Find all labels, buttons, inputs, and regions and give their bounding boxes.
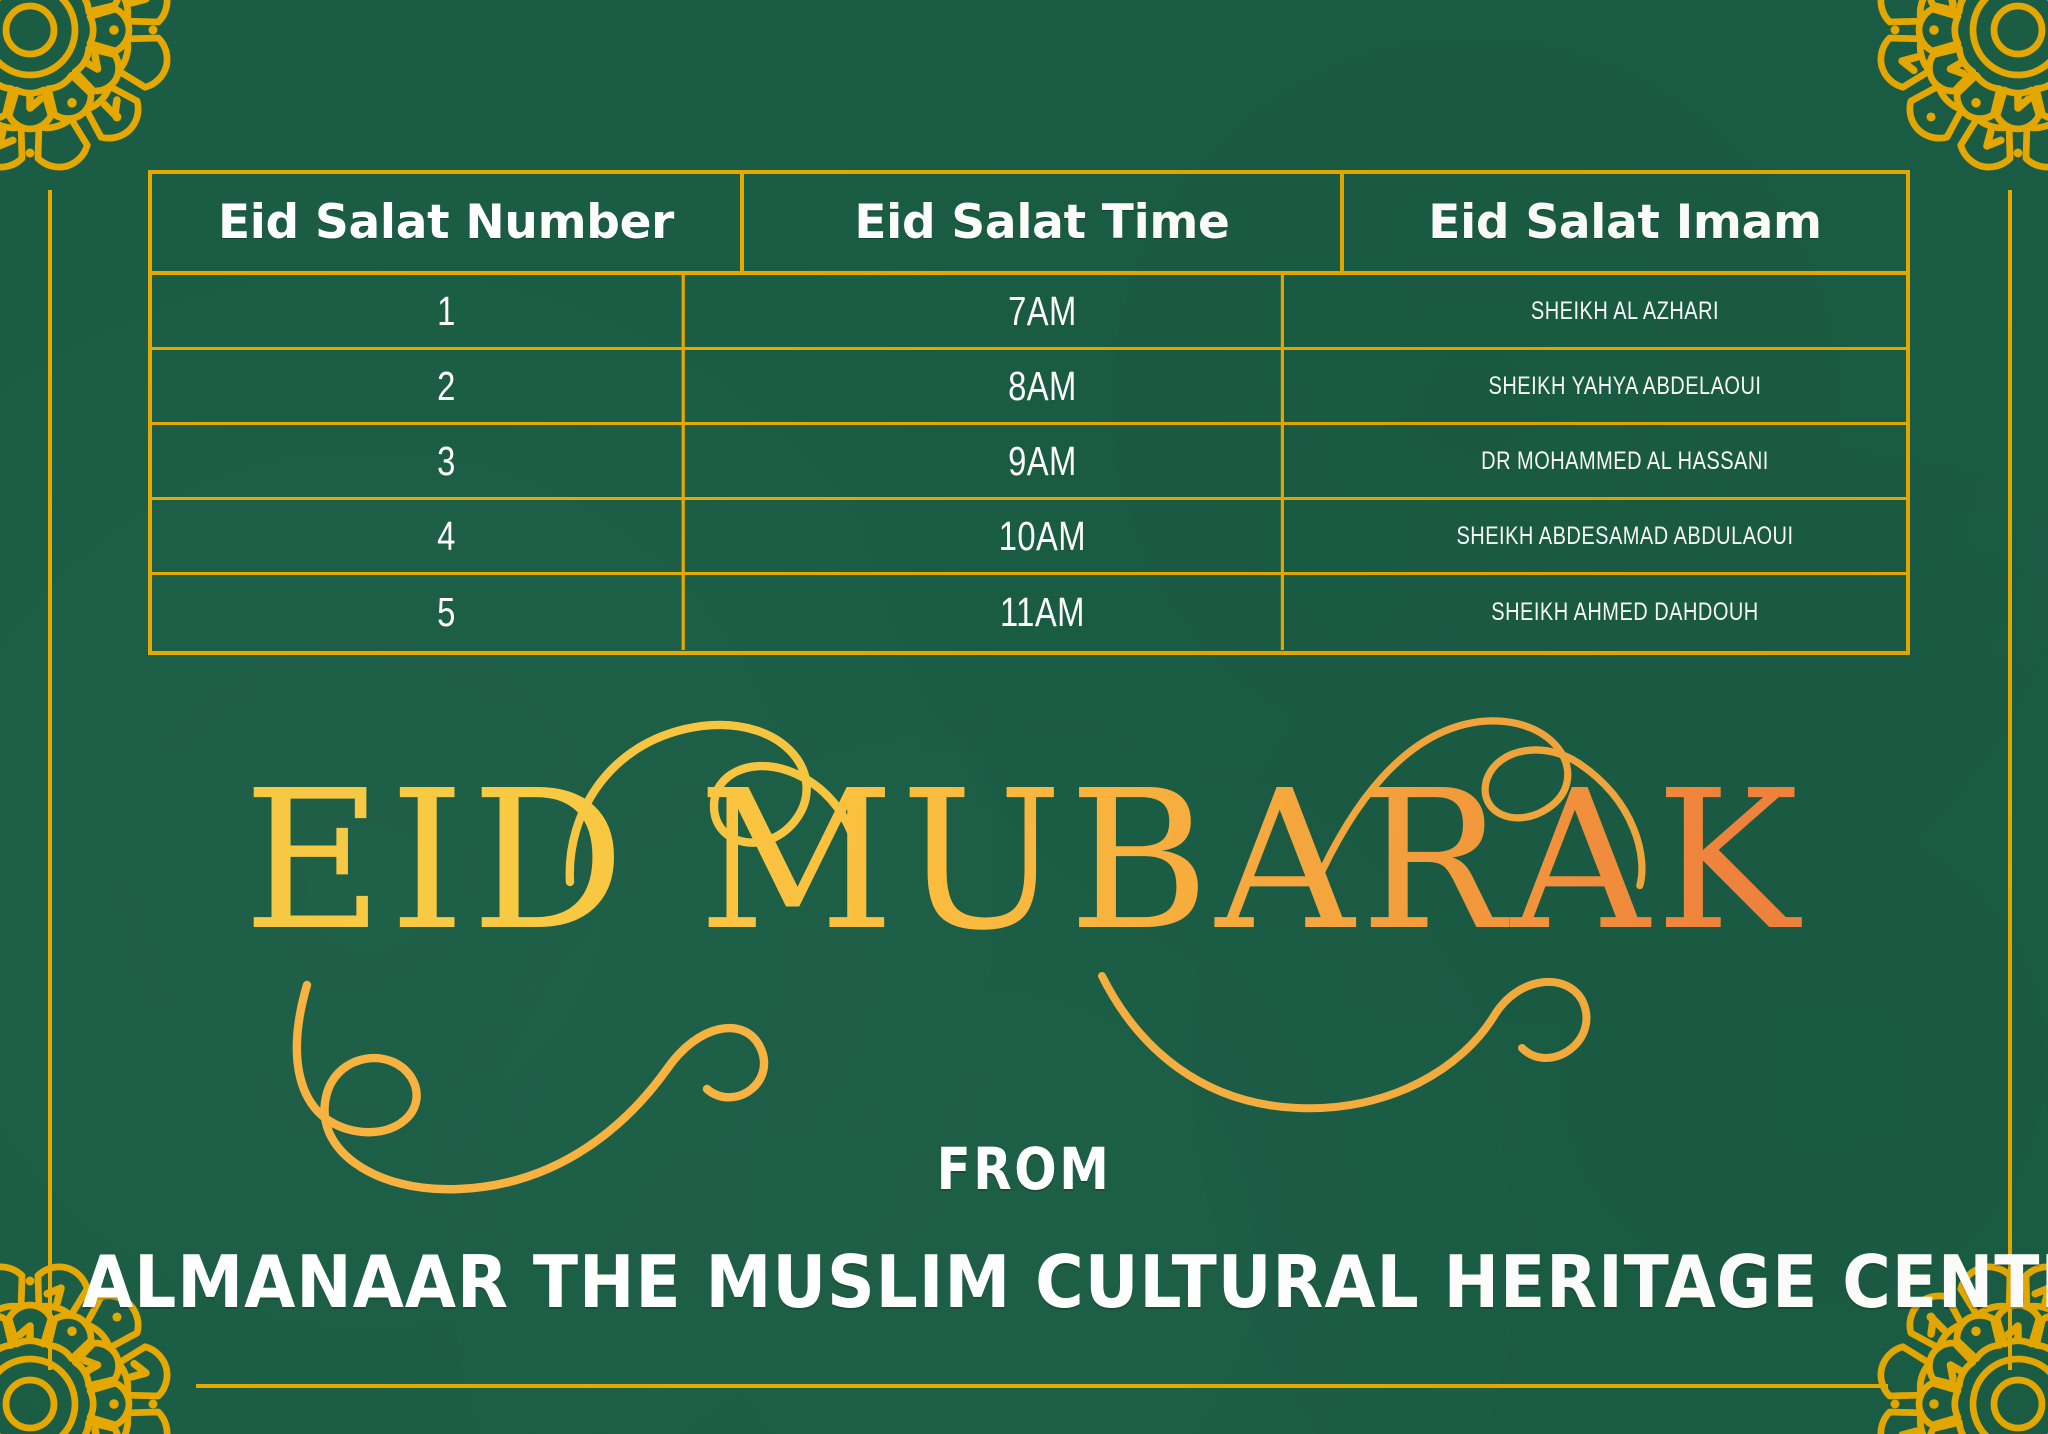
- cell-imam: SHEIKH AHMED DAHDOUH: [1491, 598, 1759, 626]
- column-header-number: Eid Salat Number: [152, 174, 744, 271]
- cell-number: 4: [211, 500, 685, 572]
- cell-time: 8AM: [804, 350, 1284, 422]
- cell-time: 9AM: [804, 425, 1284, 497]
- column-header-time: Eid Salat Time: [744, 174, 1344, 271]
- cell-number: 1: [211, 275, 685, 347]
- cell-number: 3: [211, 425, 685, 497]
- cell-imam: SHEIKH AL AZHARI: [1530, 296, 1720, 325]
- swash-flourish-icon-top-right: [1300, 690, 1720, 890]
- mandala-icon-top-left: [0, 0, 180, 180]
- cell-number: 5: [211, 575, 685, 650]
- frame-line-bottom: [196, 1384, 1888, 1388]
- organisation-name: ALMANAAR THE MUSLIM CULTURAL HERITAGE CE…: [81, 1240, 2048, 1324]
- cell-time: 11AM: [804, 575, 1284, 650]
- page-title: EID MUBARAK: [0, 766, 2048, 958]
- headline-block: EID MUBARAK: [0, 700, 2048, 1100]
- swash-flourish-icon-top: [530, 690, 1290, 895]
- column-header-imam: Eid Salat Imam: [1428, 195, 1822, 250]
- from-label: FROM: [936, 1135, 1112, 1203]
- frame-line-right: [2008, 190, 2012, 1370]
- table-row: 5 11AM SHEIKH AHMED DAHDOUH: [152, 575, 1906, 650]
- cell-imam: DR MOHAMMED AL HASSANI: [1481, 446, 1769, 475]
- table-row: 3 9AM DR MOHAMMED AL HASSANI: [152, 425, 1906, 500]
- cell-imam: SHEIKH ABDESAMAD ABDULAOUI: [1456, 521, 1794, 550]
- cell-imam: SHEIKH YAHYA ABDELAOUI: [1488, 371, 1762, 400]
- cell-time: 7AM: [804, 275, 1284, 347]
- eid-salat-schedule-table: Eid Salat Number Eid Salat Time Eid Sala…: [148, 170, 1910, 655]
- mandala-icon-top-right: [1868, 0, 2048, 180]
- table-header-row: Eid Salat Number Eid Salat Time Eid Sala…: [152, 174, 1906, 275]
- table-row: 1 7AM SHEIKH AL AZHARI: [152, 275, 1906, 350]
- cell-time: 10AM: [804, 500, 1284, 572]
- table-row: 2 8AM SHEIKH YAHYA ABDELAOUI: [152, 350, 1906, 425]
- table-row: 4 10AM SHEIKH ABDESAMAD ABDULAOUI: [152, 500, 1906, 575]
- cell-number: 2: [211, 350, 685, 422]
- frame-line-left: [48, 190, 52, 1370]
